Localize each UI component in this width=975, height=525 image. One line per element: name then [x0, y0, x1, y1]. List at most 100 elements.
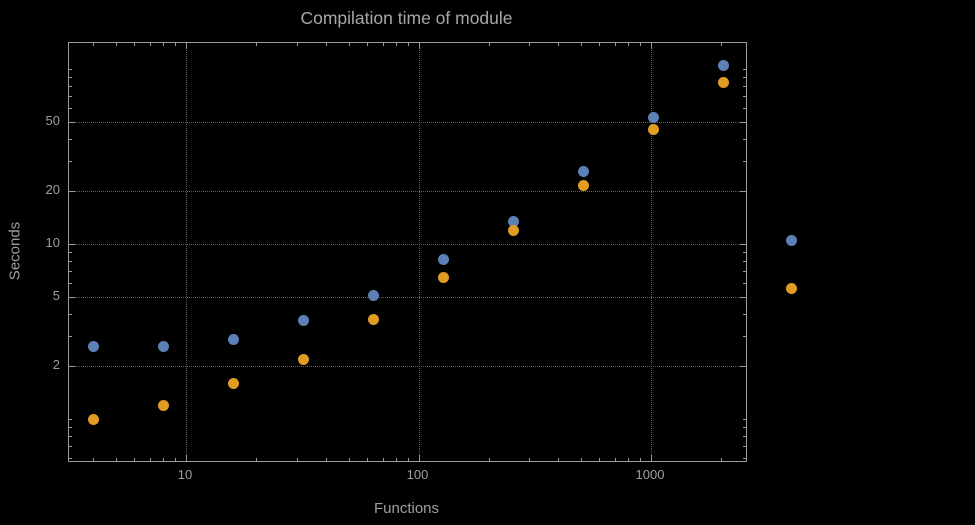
- data-point-series-blue: [437, 253, 449, 265]
- x-minor-tick: [599, 458, 601, 461]
- x-minor-tick: [163, 43, 165, 46]
- chart-title: Compilation time of module: [300, 8, 513, 28]
- data-point-series-blue: [297, 315, 309, 327]
- x-minor-tick: [628, 458, 630, 461]
- x-minor-tick: [149, 43, 151, 46]
- legend-marker-series-orange: [786, 283, 797, 294]
- y-minor-tick: [743, 69, 746, 71]
- x-minor-tick: [175, 458, 177, 461]
- x-minor-tick: [175, 43, 177, 46]
- x-major-tick: [418, 43, 420, 49]
- x-minor-tick: [149, 458, 151, 461]
- x-minor-tick: [116, 43, 117, 46]
- x-minor-tick: [296, 43, 298, 46]
- y-minor-tick: [743, 160, 746, 162]
- y-minor-tick: [69, 107, 72, 109]
- y-minor-tick: [69, 457, 72, 459]
- data-point-series-orange: [577, 180, 589, 192]
- x-minor-tick: [488, 458, 490, 461]
- y-minor-tick: [743, 435, 746, 437]
- y-major-tick: [740, 121, 746, 123]
- y-major-tick: [740, 366, 746, 368]
- y-minor-tick: [743, 107, 746, 109]
- y-minor-tick: [743, 427, 746, 428]
- x-minor-tick: [640, 458, 642, 461]
- y-minor-tick: [743, 313, 746, 315]
- x-tick-label: 100: [406, 467, 429, 482]
- x-minor-tick: [581, 458, 582, 461]
- data-point-series-orange: [717, 76, 729, 88]
- x-gridline: [651, 43, 652, 461]
- x-axis-label: Functions: [373, 500, 440, 517]
- x-minor-tick: [348, 43, 350, 46]
- data-point-series-orange: [437, 272, 449, 284]
- data-point-series-blue: [507, 215, 519, 227]
- data-point-series-orange: [367, 314, 379, 326]
- data-point-series-orange: [87, 413, 99, 425]
- x-minor-tick: [134, 43, 136, 46]
- x-minor-tick: [93, 458, 95, 461]
- y-minor-tick: [743, 138, 746, 140]
- x-minor-tick: [256, 43, 257, 46]
- x-minor-tick: [382, 458, 384, 461]
- x-minor-tick: [382, 43, 384, 46]
- y-minor-tick: [743, 96, 746, 98]
- x-gridline: [418, 43, 420, 461]
- data-point-series-orange: [227, 377, 239, 389]
- y-minor-tick: [69, 261, 72, 262]
- y-major-tick: [740, 296, 746, 298]
- y-major-tick: [69, 191, 75, 193]
- x-major-tick: [186, 43, 187, 49]
- y-minor-tick: [743, 252, 746, 253]
- x-minor-tick: [116, 458, 117, 461]
- x-minor-tick: [395, 458, 397, 461]
- y-minor-tick: [743, 282, 746, 284]
- data-point-series-orange: [507, 224, 519, 236]
- legend-marker-series-blue: [786, 235, 797, 246]
- y-minor-tick: [743, 261, 746, 262]
- plot-area: [68, 42, 747, 462]
- x-minor-tick: [640, 43, 642, 46]
- x-major-tick: [186, 455, 187, 461]
- x-minor-tick: [721, 458, 722, 461]
- data-point-series-blue: [647, 111, 659, 123]
- y-minor-tick: [743, 86, 746, 88]
- y-minor-tick: [743, 419, 746, 420]
- x-minor-tick: [581, 43, 582, 46]
- y-minor-tick: [743, 446, 746, 448]
- x-minor-tick: [721, 43, 722, 46]
- x-minor-tick: [628, 43, 630, 46]
- x-minor-tick: [615, 43, 616, 46]
- y-minor-tick: [69, 138, 72, 140]
- x-tick-label: 10: [177, 467, 193, 482]
- x-minor-tick: [615, 458, 616, 461]
- x-tick-label: 1000: [635, 467, 665, 482]
- x-minor-tick: [529, 43, 531, 46]
- y-minor-tick: [69, 427, 72, 428]
- y-gridline: [69, 191, 746, 193]
- y-minor-tick: [743, 335, 746, 337]
- y-tick-label: 5: [52, 287, 60, 303]
- x-gridline: [186, 43, 187, 461]
- x-minor-tick: [366, 43, 368, 46]
- data-point-series-blue: [87, 340, 99, 352]
- y-minor-tick: [69, 96, 72, 98]
- x-minor-tick: [395, 43, 397, 46]
- y-tick-label: 2: [52, 357, 60, 373]
- y-minor-tick: [69, 446, 72, 448]
- y-minor-tick: [69, 271, 72, 273]
- y-minor-tick: [69, 313, 72, 315]
- y-tick-label: 50: [45, 112, 60, 128]
- x-minor-tick: [366, 458, 368, 461]
- y-minor-tick: [69, 86, 72, 88]
- y-minor-tick: [743, 457, 746, 459]
- x-minor-tick: [407, 43, 409, 46]
- y-tick-label: 20: [45, 182, 60, 198]
- y-axis-label: Seconds: [6, 221, 24, 281]
- data-point-series-blue: [367, 289, 379, 301]
- x-minor-tick: [325, 458, 327, 461]
- x-minor-tick: [529, 458, 531, 461]
- y-gridline: [69, 121, 746, 123]
- y-minor-tick: [69, 335, 72, 337]
